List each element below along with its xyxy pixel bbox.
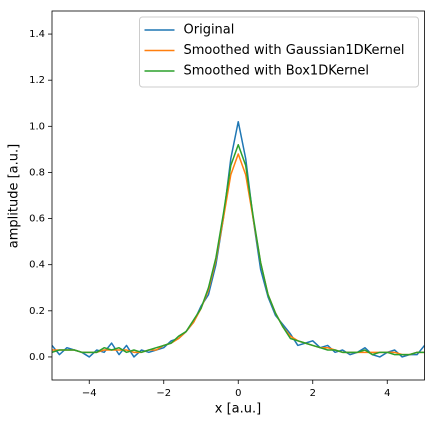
series-line xyxy=(52,120,425,358)
x-tick-label: 2 xyxy=(310,388,316,399)
y-tick-label: 1.0 xyxy=(29,121,45,132)
x-tick-label: 0 xyxy=(235,388,241,399)
y-tick-label: 0.8 xyxy=(29,167,45,178)
legend-label: Original xyxy=(184,23,235,38)
y-tick-label: 1.2 xyxy=(29,75,45,86)
y-tick-label: 0.0 xyxy=(29,352,45,363)
legend-box xyxy=(139,16,419,88)
y-tick-label: 1.4 xyxy=(29,29,45,40)
y-tick-label: 0.4 xyxy=(29,260,45,271)
x-tick-label: −2 xyxy=(156,388,171,399)
legend-label: Smoothed with Gaussian1DKernel xyxy=(184,43,405,58)
y-axis-label: amplitude [a.u.] xyxy=(7,144,22,248)
x-axis-label: x [a.u.] xyxy=(215,402,261,417)
y-tick-label: 0.2 xyxy=(29,306,45,317)
x-tick-label: 4 xyxy=(384,388,390,399)
series-line xyxy=(52,153,425,356)
y-tick-label: 0.6 xyxy=(29,214,45,225)
plot-frame xyxy=(51,10,425,381)
legend-label: Smoothed with Box1DKernel xyxy=(184,64,370,79)
series-line xyxy=(52,144,425,356)
x-tick-label: −4 xyxy=(82,388,97,399)
